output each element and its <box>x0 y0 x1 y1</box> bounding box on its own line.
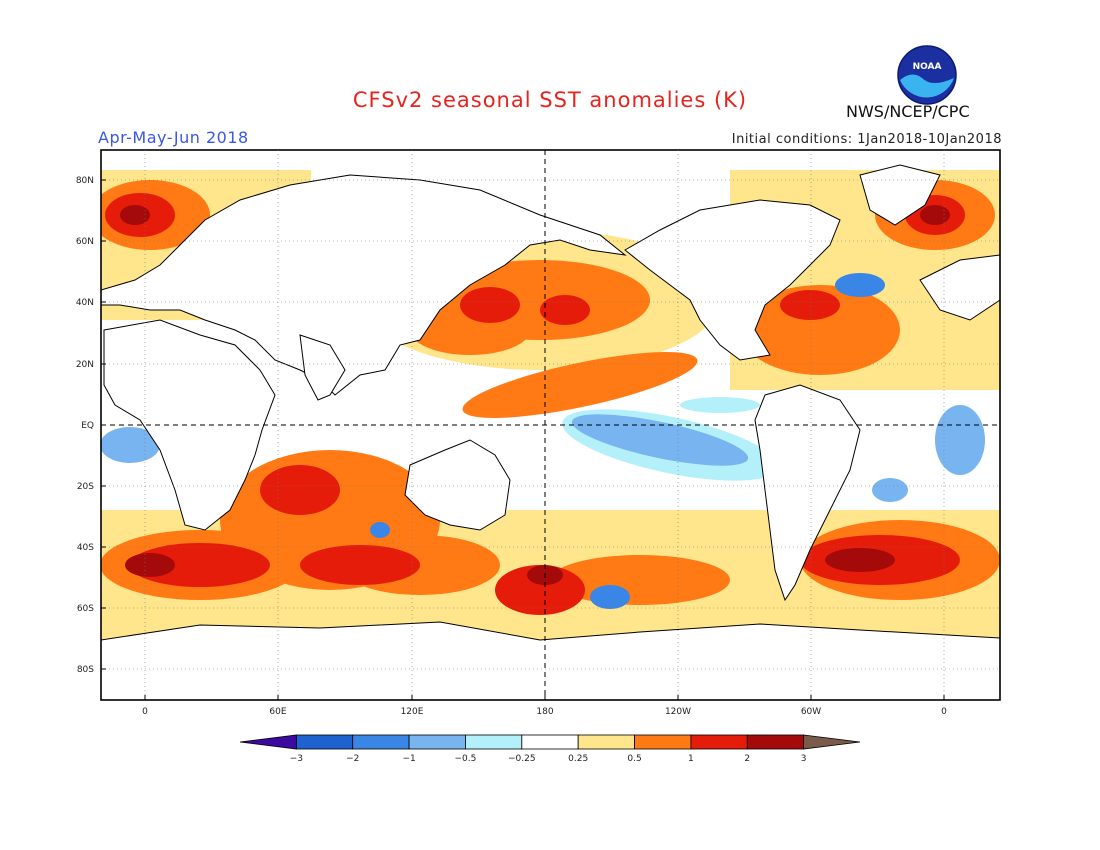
lat-label: 40S <box>77 543 94 553</box>
lon-label: 180 <box>536 707 553 717</box>
colorbar-swatch <box>521 734 579 750</box>
lat-label: 20S <box>77 482 94 492</box>
colorbar-swatch <box>577 734 635 750</box>
colorbar-label: −2 <box>346 754 359 764</box>
agency-label: NWS/NCEP/CPC <box>846 102 970 121</box>
lon-label: 60E <box>269 707 286 717</box>
continents <box>101 164 1000 700</box>
colorbar-end-high <box>803 734 861 750</box>
colorbar-swatch <box>690 734 748 750</box>
lon-label: 0 <box>941 707 947 717</box>
noaa-logo: NOAA <box>897 45 957 105</box>
colorbar-label: −0.25 <box>508 754 536 764</box>
colorbar-swatch <box>634 734 692 750</box>
colorbar-label: 2 <box>744 754 750 764</box>
map-title: CFSv2 seasonal SST anomalies (K) <box>352 88 748 112</box>
colorbar-swatch <box>352 734 410 750</box>
lat-label: 60N <box>76 237 94 247</box>
lon-label: 120E <box>401 707 424 717</box>
lat-label: 80S <box>77 665 94 675</box>
colorbar-label: −3 <box>290 754 303 764</box>
colorbar-swatch <box>465 734 523 750</box>
colorbar-label: −1 <box>402 754 415 764</box>
colorbar: −3 −2 −1 −0.5 −0.25 0.25 0.5 1 2 3 <box>239 734 861 764</box>
colorbar-label: 0.25 <box>568 754 588 764</box>
lat-label: EQ <box>81 421 94 431</box>
lat-label: 40N <box>76 298 94 308</box>
lon-label: 0 <box>142 707 148 717</box>
colorbar-swatch <box>746 734 805 750</box>
colorbar-label: 0.5 <box>627 754 641 764</box>
lon-label: 120W <box>665 707 691 717</box>
colorbar-label: 3 <box>801 754 807 764</box>
colorbar-label: 1 <box>688 754 694 764</box>
svg-text:NOAA: NOAA <box>913 62 942 72</box>
colorbar-label: −0.5 <box>455 754 477 764</box>
lat-label: 60S <box>77 604 94 614</box>
lat-label: 20N <box>76 360 94 370</box>
colorbar-swatch <box>295 734 354 750</box>
lat-label: 80N <box>76 176 94 186</box>
colorbar-end-low <box>239 734 297 750</box>
lon-label: 60W <box>801 707 821 717</box>
forecast-period: Apr-May-Jun 2018 <box>98 128 249 147</box>
colorbar-swatch <box>408 734 466 750</box>
ocean-field <box>101 150 1000 700</box>
initial-conditions: Initial conditions: 1Jan2018-10Jan2018 <box>731 132 1002 147</box>
